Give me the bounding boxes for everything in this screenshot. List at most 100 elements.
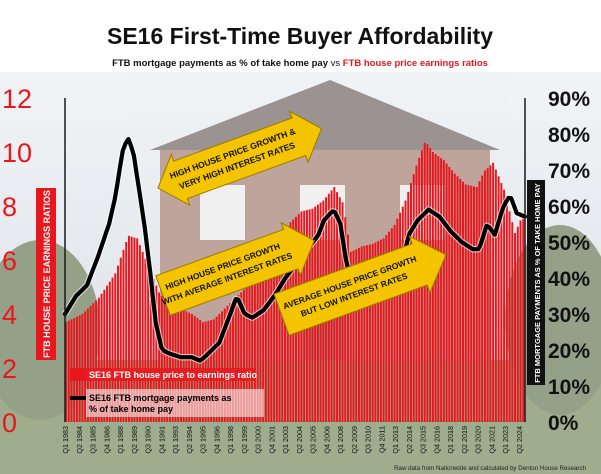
- ratio-bar: [229, 303, 232, 422]
- left-tick-label: 4: [2, 300, 17, 330]
- ratio-bar: [519, 220, 522, 422]
- ratio-bar: [434, 154, 437, 422]
- ratio-bar: [448, 166, 451, 422]
- ratio-bar: [472, 186, 475, 422]
- ratio-bar: [360, 246, 363, 422]
- ratio-bar: [508, 211, 511, 422]
- left-tick-label: 0: [2, 408, 17, 438]
- ratio-bar: [234, 297, 237, 422]
- right-tick-label: 20%: [548, 340, 590, 363]
- ratio-bar: [136, 238, 139, 422]
- right-axis-ticks: 90% 80% 70% 60% 50% 40% 30% 20% 10% 0%: [548, 88, 590, 435]
- ratio-bar: [270, 255, 273, 422]
- ratio-bar: [177, 307, 180, 422]
- ratio-bar: [377, 241, 380, 422]
- legend-line-label-part: SE16 FTB mortgage payments as: [89, 393, 232, 403]
- ratio-bar: [503, 189, 506, 422]
- ratio-bar: [92, 303, 95, 422]
- ratio-bar: [284, 231, 287, 422]
- ratio-bar: [497, 176, 500, 422]
- x-tick-label: Q2 2009: [350, 426, 359, 454]
- ratio-bar: [516, 226, 519, 422]
- ratio-bar: [382, 238, 385, 422]
- arrow-shape: [155, 221, 315, 316]
- ratio-bar: [223, 308, 226, 422]
- ratio-bar: [65, 322, 67, 422]
- ratio-bar: [451, 170, 454, 422]
- legend: SE16 FTB house price to earnings ratio S…: [70, 368, 264, 417]
- ratio-bar: [470, 185, 473, 422]
- x-tick-label: Q2 2004: [295, 426, 304, 454]
- ratio-bar: [273, 250, 276, 422]
- x-tick-label: Q4 2001: [267, 426, 276, 454]
- ratio-bar: [500, 183, 503, 422]
- right-tick-label: 0%: [548, 412, 579, 435]
- ratio-bar: [248, 282, 251, 422]
- ratio-bar: [95, 300, 98, 422]
- ratio-bar: [415, 165, 418, 422]
- ratio-bar: [182, 309, 185, 422]
- x-tick-label: Q4 2011: [377, 426, 386, 453]
- ratio-bar: [262, 265, 265, 422]
- ratio-bar: [166, 302, 169, 422]
- ratio-bar: [221, 311, 224, 422]
- right-tick-label: 60%: [548, 196, 590, 219]
- ratio-bar: [119, 257, 122, 422]
- ratio-bar: [399, 212, 402, 422]
- ratio-bar: [127, 235, 130, 422]
- ratio-bar: [511, 222, 514, 422]
- ratio-bar: [453, 173, 456, 422]
- ratio-bar: [486, 167, 489, 422]
- x-tick-label: Q2 2014: [405, 426, 414, 454]
- ratio-bar: [407, 191, 410, 422]
- ratio-bar: [103, 289, 106, 422]
- right-tick-label: 70%: [548, 160, 590, 183]
- right-tick-label: 10%: [548, 376, 590, 399]
- ratio-bar: [226, 305, 229, 422]
- ratio-bar: [363, 245, 366, 422]
- ratio-bar: [185, 311, 188, 422]
- ratio-bar: [385, 235, 388, 422]
- legend-bar-label: SE16 FTB house price to earnings ratio: [89, 370, 258, 380]
- ratio-bar: [267, 260, 270, 422]
- house-window: [200, 185, 245, 240]
- x-tick-label: Q2 2024: [515, 426, 524, 454]
- right-tick-label: 50%: [548, 232, 590, 255]
- ratio-bar: [483, 170, 486, 422]
- x-tick-label: Q3 1990: [144, 426, 153, 454]
- ratio-bar: [240, 292, 243, 422]
- x-tick-label: Q4 2016: [433, 426, 442, 454]
- ratio-bar: [169, 305, 172, 422]
- ratio-bar: [174, 307, 177, 422]
- ratio-bar: [232, 300, 234, 422]
- ratio-bar: [122, 249, 125, 422]
- x-tick-label: Q2 1984: [75, 426, 84, 454]
- ratio-bar: [505, 200, 508, 422]
- ratio-bar: [445, 163, 448, 423]
- chart-subtitle: FTB mortgage payments as % of take home …: [112, 58, 488, 69]
- x-tick-label: Q3 2015: [419, 426, 428, 454]
- ratio-bar: [347, 234, 349, 422]
- ratio-bar: [144, 258, 147, 422]
- x-tick-label: Q2 1994: [185, 426, 194, 454]
- x-tick-label: Q1 2013: [391, 426, 400, 454]
- ratio-bar: [160, 295, 163, 422]
- right-tick-label: 80%: [548, 124, 590, 147]
- ratio-bar: [133, 237, 136, 422]
- ratio-bar: [393, 224, 396, 422]
- x-tick-label: Q1 1988: [116, 426, 125, 454]
- subtitle-vs: vs: [328, 58, 343, 69]
- ratio-bar: [84, 311, 87, 422]
- ratio-bar: [253, 274, 256, 422]
- ratio-bar: [147, 265, 150, 422]
- x-tick-label: Q3 2000: [254, 426, 263, 454]
- x-tick-label: Q4 2021: [488, 426, 497, 454]
- x-tick-label: Q1 2023: [501, 426, 510, 454]
- ratio-bar: [459, 179, 462, 422]
- left-tick-label: 8: [2, 192, 17, 222]
- ratio-bar: [366, 245, 369, 422]
- ratio-bar: [108, 281, 111, 422]
- x-tick-label: Q4 1991: [157, 426, 166, 454]
- ratio-bar: [431, 152, 434, 422]
